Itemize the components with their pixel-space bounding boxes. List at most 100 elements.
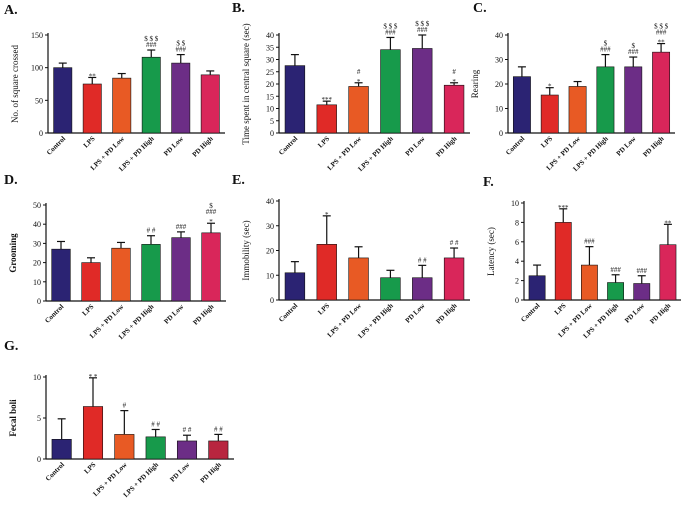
significance-label: * — [209, 218, 213, 226]
bar-lps — [82, 406, 104, 460]
y-tick-label: 5 — [270, 117, 274, 126]
significance-label: # # — [151, 420, 160, 428]
significance-label: # # — [450, 239, 459, 247]
significance-label: ### — [146, 41, 157, 49]
y-tick-label: 10 — [495, 105, 503, 114]
y-tick-label: 10 — [266, 105, 274, 114]
y-axis-label: Fecal boli — [8, 399, 18, 437]
y-tick-label: 30 — [33, 239, 41, 248]
significance-label: # — [357, 68, 361, 76]
x-tick-label: LPS — [81, 303, 96, 318]
significance-label: ### — [176, 46, 187, 54]
y-tick-label: 0 — [37, 455, 41, 464]
bar-pd-low — [171, 237, 191, 302]
bar-lps — [316, 104, 337, 134]
bar-control — [51, 439, 72, 460]
x-tick-label: LPS — [553, 302, 568, 317]
bar-pd-high — [652, 51, 671, 134]
x-tick-label: LPS — [316, 302, 331, 317]
x-tick-label: Control — [44, 461, 66, 483]
bar-pd-low — [624, 66, 643, 134]
significance-label: $ — [604, 40, 608, 48]
significance-label: ** — [664, 219, 672, 227]
significance-label: * * — [89, 373, 98, 381]
bar-lps — [82, 83, 102, 134]
bar-lps-pd-low — [568, 86, 587, 134]
significance-label: ** — [658, 39, 666, 47]
bar-pd-low — [633, 283, 651, 301]
y-tick-label: 15 — [266, 92, 274, 101]
bar-control — [284, 272, 306, 301]
bar-control — [51, 248, 71, 302]
y-tick-label: 10 — [33, 278, 41, 287]
significance-label: # # — [183, 426, 192, 434]
significance-label: $ $ $ — [144, 35, 159, 43]
y-tick-label: 10 — [511, 199, 519, 208]
bar-lps — [316, 244, 337, 301]
y-tick-label: 4 — [515, 257, 519, 266]
y-tick-label: 40 — [495, 31, 503, 40]
y-tick-label: 0 — [39, 129, 43, 138]
y-tick-label: 40 — [266, 31, 274, 40]
significance-label: ### — [628, 48, 639, 56]
significance-label: *** — [558, 204, 569, 212]
significance-label: * — [357, 78, 361, 86]
y-tick-label: 20 — [33, 259, 41, 268]
bar-lps-pd-high — [607, 282, 624, 301]
y-tick-label: 10 — [266, 271, 274, 280]
x-tick-label: Control — [277, 302, 299, 324]
x-tick-label: Control — [519, 302, 541, 324]
x-tick-label: PD High — [191, 303, 215, 327]
x-tick-label: PD Low — [615, 134, 639, 158]
significance-label: $ $ $ — [654, 23, 669, 31]
bar-lps-pd-high — [145, 436, 166, 460]
bar-control — [528, 275, 546, 301]
y-axis-label: Grooming — [8, 233, 18, 273]
bar-pd-high — [659, 244, 677, 301]
significance-label: # # — [147, 227, 156, 235]
y-tick-label: 2 — [515, 277, 519, 286]
bar-pd-high — [443, 84, 465, 134]
bar-pd-low — [171, 62, 191, 134]
y-tick-label: 50 — [33, 201, 41, 210]
x-tick-label: PD Low — [169, 460, 193, 484]
y-tick-label: 25 — [266, 68, 274, 77]
x-tick-label: PD High — [435, 302, 459, 326]
y-tick-label: 10 — [33, 373, 41, 382]
panel-b: B. 0 5 10 15 20 25 30 35 40 Time spent in central … — [232, 1, 470, 173]
bar-control — [53, 67, 73, 134]
significance-label: ### — [584, 238, 595, 246]
y-tick-label: 0 — [270, 296, 274, 305]
y-tick-label: 20 — [266, 80, 274, 89]
y-tick-label: 0 — [270, 129, 274, 138]
significance-label: * — [325, 211, 329, 219]
x-tick-label: PD High — [435, 135, 459, 159]
x-tick-label: Control — [504, 135, 526, 157]
significance-label: $ $ $ — [415, 20, 430, 28]
y-tick-label: 40 — [266, 197, 274, 206]
y-tick-label: 20 — [266, 247, 274, 256]
significance-label: # — [123, 402, 127, 410]
panel-a: A. 0 50 100 150 No. of square crossed Control *… — [4, 3, 225, 173]
y-axis-label: Rearing — [470, 69, 480, 98]
x-tick-label: LPS — [316, 135, 331, 150]
bar-control — [512, 76, 531, 134]
y-tick-label: 30 — [266, 222, 274, 231]
y-tick-label: 0 — [37, 297, 41, 306]
bar-lps-pd-low — [112, 77, 132, 134]
bar-lps — [81, 262, 101, 302]
significance-label: * — [452, 78, 456, 86]
significance-label: ### — [637, 267, 648, 275]
x-tick-label: PD High — [642, 135, 666, 159]
y-tick-label: 6 — [515, 238, 519, 247]
bar-lps-pd-low — [114, 434, 135, 460]
significance-label: $ — [209, 202, 213, 210]
bar-pd-high — [201, 232, 221, 302]
bar-lps-pd-low — [348, 86, 369, 134]
significance-label: # # — [214, 425, 223, 433]
bar-lps-pd-low — [348, 257, 369, 301]
significance-label: ### — [610, 266, 621, 274]
y-tick-label: 8 — [515, 218, 519, 227]
x-tick-label: PD High — [199, 461, 223, 485]
